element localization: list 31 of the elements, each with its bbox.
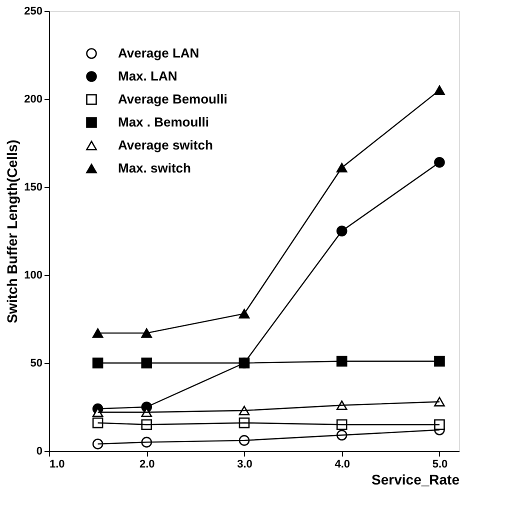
point: [92, 328, 104, 338]
legend-label: Average switch: [118, 138, 213, 152]
point: [434, 356, 445, 367]
y-axis-title: Switch Buffer Length(Cells): [4, 140, 20, 324]
x-tick-label: 1.0: [50, 458, 65, 470]
x-tick-label: 3.0: [237, 458, 252, 470]
y-tick-label: 200: [24, 94, 42, 106]
y-tick-label: 100: [24, 270, 42, 282]
point: [141, 328, 152, 338]
x-tick-label: 4.0: [334, 458, 350, 470]
y-tick-label: 150: [24, 182, 42, 194]
y-tick-label: 250: [24, 6, 42, 18]
x-tick-label: 2.0: [139, 458, 155, 470]
point: [238, 308, 250, 318]
point: [92, 438, 104, 450]
point: [434, 85, 445, 95]
legend-label: Max. switch: [118, 160, 192, 176]
y-tick-label: 0: [36, 446, 42, 458]
point: [92, 358, 104, 368]
x-axis-title: Service_Rate: [372, 472, 460, 488]
y-tick-label: 50: [30, 358, 42, 370]
point: [434, 419, 445, 430]
point: [434, 156, 445, 168]
legend-label: Max . Bemoulli: [118, 114, 210, 130]
point: [92, 417, 104, 428]
point: [141, 358, 152, 368]
legend-label: Average Bemoulli: [118, 92, 228, 106]
legend-label: Average LAN: [118, 46, 200, 60]
legend-label: Max. LAN: [118, 68, 178, 84]
point: [434, 396, 445, 406]
x-tick-label: 5.0: [432, 458, 448, 470]
